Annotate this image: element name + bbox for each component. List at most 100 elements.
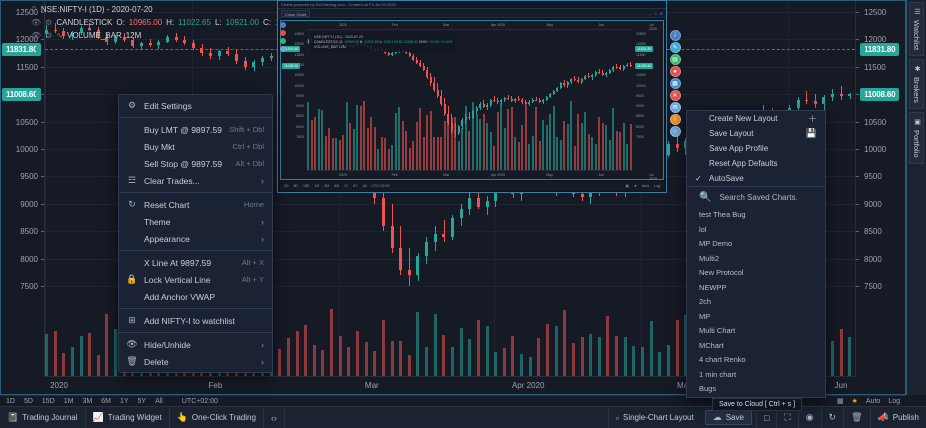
context-menu-item[interactable]: ⚙ Edit Settings: [119, 97, 272, 114]
statusbar-single-chart-layout[interactable]: ▫ Single-Chart Layout: [607, 406, 701, 428]
timeframe-1d[interactable]: 1D: [6, 397, 15, 405]
saved-chart-item[interactable]: 2ch: [699, 297, 712, 306]
floating-chart-body[interactable]: 2020 Feb Mar Apr 2020 May Jun Jul 2020 12500 12…: [280, 20, 664, 181]
timeframe-1m[interactable]: 1M: [63, 397, 74, 405]
ok-dot-icon[interactable]: [280, 38, 286, 44]
cloud-tool[interactable]: ○: [669, 126, 681, 137]
warning-tool[interactable]: !: [669, 114, 681, 125]
chart-context-menu[interactable]: ⚙ Edit Settings Buy LMT @ 9897.59 Shift + D…: [118, 94, 273, 373]
floating-timeframe-6m[interactable]: 6M: [334, 184, 340, 188]
floating-timeframe-1y[interactable]: 1Y: [344, 184, 349, 188]
layout-menu-item[interactable]: Reset App Defaults: [687, 156, 825, 171]
floating-chart-window[interactable]: Charts powered by GoCharting.com - Creat…: [277, 0, 667, 193]
timeframe-6m[interactable]: 6M: [101, 397, 111, 405]
context-menu-item[interactable]: Sell Stop @ 9897.59 Alt + Dbl: [119, 155, 272, 172]
timeframe-all[interactable]: All: [155, 397, 163, 405]
price-badge-right[interactable]: 11831.80: [860, 42, 900, 56]
floating-chart-plot[interactable]: [307, 30, 633, 170]
alert-tool[interactable]: ●: [669, 66, 681, 77]
layout-menu-item[interactable]: Create New Layout ＋: [687, 111, 825, 126]
info-dot-icon[interactable]: [280, 22, 286, 28]
maximize-icon[interactable]: □: [654, 10, 657, 16]
chart-tool[interactable]: ▦: [669, 78, 681, 89]
statusbar-refresh-icon[interactable]: ↻: [820, 406, 844, 428]
statusbar-save[interactable]: ☁ Save: [704, 410, 752, 425]
floating-timeframe-5y[interactable]: 5Y: [353, 184, 358, 188]
floating-timeframe-all[interactable]: All: [362, 184, 367, 188]
timeframe-5y[interactable]: 5Y: [137, 397, 147, 405]
statusbar-square-icon[interactable]: □: [755, 406, 776, 428]
context-menu-item[interactable]: 🗑 Delete ›: [119, 353, 272, 370]
statusbar-one-click-trading[interactable]: 👆 One-Click Trading: [170, 406, 264, 428]
info-tool[interactable]: i: [669, 30, 681, 41]
timeframe-3m[interactable]: 3M: [82, 397, 93, 405]
context-menu-item[interactable]: Buy Mkt Ctrl + Dbl: [119, 138, 272, 155]
close-icon[interactable]: ✕: [659, 10, 663, 16]
price-badge-right[interactable]: 11008.60: [635, 62, 654, 69]
floating-left-toolstrip[interactable]: [279, 22, 287, 52]
context-menu-item[interactable]: 👁 Hide/Unhide ›: [119, 336, 272, 353]
time-axis[interactable]: 2020 Feb Mar Apr 2020 May Jun: [45, 376, 855, 394]
layout-menu-item[interactable]: Save Layout 💾: [687, 126, 825, 141]
saved-chart-item[interactable]: test Thea Bug: [699, 210, 746, 219]
scale-auto[interactable]: Auto: [865, 397, 881, 405]
saved-chart-item[interactable]: lol: [699, 224, 707, 234]
saved-chart-item[interactable]: MChart: [699, 340, 724, 350]
statusbar-trading-widget[interactable]: 📈 Trading Widget: [86, 406, 170, 428]
price-axis-right[interactable]: 1250012000115001100010500100009500900085…: [855, 1, 905, 376]
note-tool[interactable]: ▤: [669, 54, 681, 65]
hide-icon[interactable]: 👁: [31, 31, 42, 40]
saved-chart-item[interactable]: MP: [699, 311, 711, 321]
timezone-label[interactable]: UTC+02:00: [181, 397, 218, 405]
price-badge-right[interactable]: 11831.80: [635, 45, 654, 52]
context-menu-item[interactable]: ⊞ Add NIFTY-I to watchlist: [119, 312, 272, 329]
mail-tool[interactable]: ✉: [669, 102, 681, 113]
sidebar-tab-portfolio[interactable]: ▣ Portfolio: [909, 112, 924, 164]
statusbar-fullscreen-icon[interactable]: ⛶: [776, 406, 797, 428]
price-badge-right[interactable]: 11008.60: [860, 87, 900, 101]
grid-icon[interactable]: ▦: [625, 184, 629, 188]
statusbar-code-icon[interactable]: ‹›: [264, 406, 285, 428]
context-menu-item[interactable]: ↻ Reset Chart Home: [119, 196, 272, 213]
saved-chart-item[interactable]: Multi Chart: [699, 326, 736, 335]
scale-log[interactable]: Log: [888, 397, 900, 405]
context-menu-item[interactable]: Buy LMT @ 9897.59 Shift + Dbl: [119, 121, 272, 138]
star-icon[interactable]: ★: [851, 398, 858, 405]
saved-chart-item[interactable]: Multi2: [699, 253, 720, 263]
grid-icon[interactable]: ▦: [837, 398, 844, 405]
saved-chart-item[interactable]: 4 chart Renko: [699, 355, 746, 364]
timeframe-1y[interactable]: 1Y: [119, 397, 129, 405]
floating-timeframe-1m[interactable]: 1M: [314, 184, 320, 188]
timeframe-15d[interactable]: 15D: [41, 397, 55, 405]
gear-icon[interactable]: ⚙: [45, 18, 53, 27]
price-axis-left[interactable]: 1250012000115001100010500100009500900085…: [1, 1, 45, 376]
saved-charts-search[interactable]: 🔍 Search Saved Charts.: [687, 187, 825, 208]
floating-scale-auto[interactable]: Auto: [641, 184, 650, 188]
pencil-tool[interactable]: ✎: [669, 42, 681, 53]
alert-dot-icon[interactable]: [280, 30, 286, 36]
layout-menu-item[interactable]: ✓ AutoSave: [687, 171, 825, 186]
saved-chart-item[interactable]: NEWPP: [699, 282, 727, 292]
sidebar-tab-brokers[interactable]: ✱ Brokers: [909, 59, 924, 109]
context-menu-item[interactable]: Add Anchor VWAP: [119, 288, 272, 305]
statusbar-publish[interactable]: 📣 Publish: [869, 406, 926, 428]
minimize-icon[interactable]: –: [648, 10, 652, 16]
chart-tool-strip[interactable]: i ✎ ▤ ● ▦ ✕ ✉! ○: [668, 30, 682, 137]
floppy-icon[interactable]: 💾: [805, 128, 817, 138]
sidebar-tab-watchlist[interactable]: ☰ Watchlist: [909, 2, 924, 57]
gear-icon[interactable]: ⚙: [45, 31, 53, 40]
star-icon[interactable]: ★: [633, 184, 637, 188]
plus-icon[interactable]: ＋: [807, 114, 817, 124]
price-badge-left[interactable]: 11831.80: [2, 42, 42, 56]
floating-timeframe-1d[interactable]: 1D: [284, 184, 289, 188]
statusbar-camera-icon[interactable]: ◉: [797, 406, 821, 428]
context-menu-item[interactable]: ☲ Clear Trades... ›: [119, 172, 272, 189]
right-sidebar[interactable]: ☰ Watchlist ✱ Brokers ▣ Portfolio: [906, 0, 926, 395]
saved-chart-item[interactable]: Bugs: [699, 384, 717, 393]
price-badge-left[interactable]: 11008.60: [282, 62, 301, 69]
close-tool[interactable]: ✕: [669, 90, 681, 101]
floating-scale-log[interactable]: Log: [654, 184, 660, 188]
statusbar-trading-journal[interactable]: 📓 Trading Journal: [0, 406, 86, 428]
context-menu-item[interactable]: Theme ›: [119, 213, 272, 230]
timeframe-bar[interactable]: 1D 5D 15D 1M 3M 6M 1Y 5Y All UTC+02:00 ▦ ★ Auto Log: [0, 395, 906, 406]
